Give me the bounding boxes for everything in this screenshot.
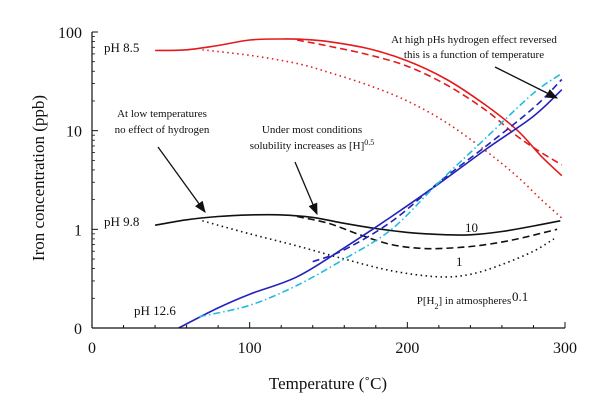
series-label: pH 12.6	[134, 303, 176, 318]
series-label: 1	[456, 254, 463, 269]
series-label: 0.1	[512, 289, 528, 304]
series-label: pH 8.5	[104, 40, 139, 55]
annotation-text: P[H2] in atmospheres	[417, 295, 511, 311]
annotation-text: At high pHs hydrogen effect reversed this…	[391, 34, 557, 61]
y-tick-label: 1	[74, 222, 82, 239]
y-axis-title: Iron concentration (ppb)	[29, 95, 48, 261]
series-label: pH 9.8	[104, 214, 139, 229]
y-tick-label: 100	[58, 25, 82, 42]
arrow-low-temperature	[157, 146, 206, 213]
y-tick-label: 0	[74, 321, 82, 338]
arrow-most-conditions	[294, 161, 318, 216]
x-tick-label: 300	[553, 340, 577, 357]
x-axis-title: Temperature (˚C)	[269, 374, 387, 393]
x-tick-label: 100	[238, 340, 262, 357]
series-label: 10	[465, 220, 478, 235]
series-line-ph-12-6-h2-1	[312, 78, 563, 263]
x-tick-label: 200	[395, 340, 419, 357]
series-line-ph-8-5-h2-1	[296, 39, 563, 166]
series-line-ph-12-6-h2-10	[178, 89, 563, 328]
arrow-high-ph	[494, 66, 559, 99]
axes: 0 100 200 300 0 1 10 100	[58, 25, 577, 357]
series-line-ph-12-6-h2-0.1	[199, 72, 563, 318]
annotation-text: Under most conditions solubility increase…	[250, 124, 375, 152]
y-tick-label: 10	[66, 124, 82, 141]
plot-area	[154, 38, 563, 328]
x-tick-label: 0	[88, 340, 96, 357]
annotation-arrows	[157, 66, 559, 216]
series-line-ph-9-8-h2-0.1	[202, 220, 555, 278]
annotation-text: At low temperatures no effect of hydrogen	[115, 108, 210, 136]
series-line-ph-9-8-h2-10	[154, 213, 561, 236]
annotations: pH 8.5 pH 9.8 pH 12.6 10 1 0.1 At low temperat…	[104, 34, 557, 318]
